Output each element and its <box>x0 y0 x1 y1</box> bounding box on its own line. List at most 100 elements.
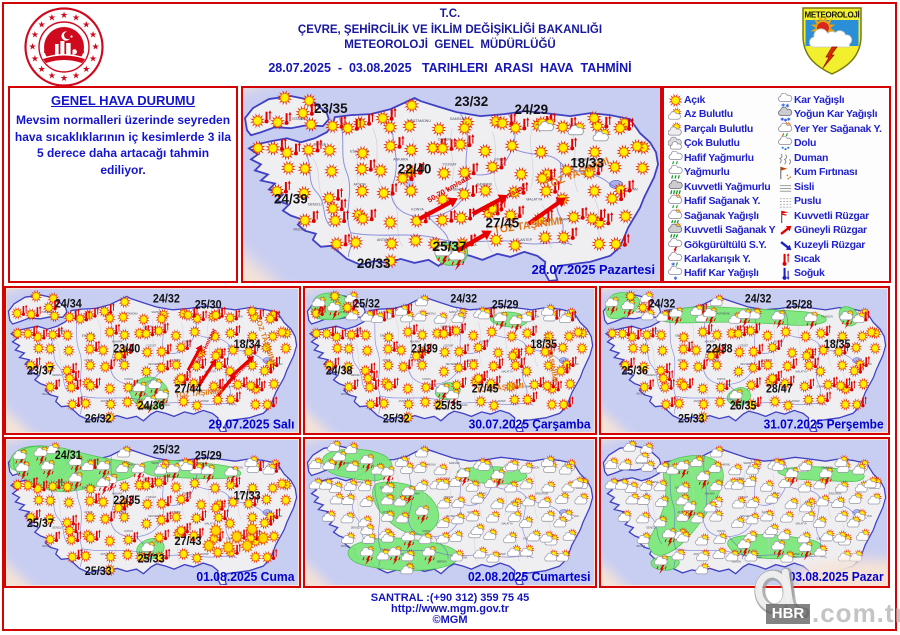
svg-text:MERSIN: MERSIN <box>732 407 742 411</box>
svg-text:AFYON: AFYON <box>678 358 687 362</box>
svg-text:TOZ TAŞINIMI: TOZ TAŞINIMI <box>476 381 524 395</box>
svg-text:SAMSUN: SAMSUN <box>743 461 754 465</box>
svg-text:ADANA: ADANA <box>459 403 468 407</box>
svg-text:KAYSERI: KAYSERI <box>762 358 773 362</box>
svg-text:MALATYA: MALATYA <box>205 369 217 373</box>
svg-text:YOZGAT: YOZGAT <box>444 343 454 347</box>
svg-text:25/29: 25/29 <box>195 450 222 462</box>
svg-text:NEVSEHIR: NEVSEHIR <box>740 362 753 366</box>
svg-text:D.BAKIR: D.BAKIR <box>817 384 827 388</box>
svg-text:ANTALYA: ANTALYA <box>398 399 409 403</box>
svg-text:SIVAS: SIVAS <box>494 157 505 161</box>
svg-text:★: ★ <box>89 54 97 64</box>
svg-text:28.07.2025 Pazartesi: 28.07.2025 Pazartesi <box>532 262 655 277</box>
svg-text:MALATYA: MALATYA <box>502 521 513 525</box>
svg-text:★: ★ <box>72 71 80 81</box>
svg-text:KONYA: KONYA <box>411 208 424 212</box>
svg-text:26/35: 26/35 <box>730 400 756 413</box>
svg-text:24/32: 24/32 <box>649 298 675 311</box>
svg-text:25/33: 25/33 <box>138 553 165 565</box>
svg-text:MALATYA: MALATYA <box>205 521 217 525</box>
svg-text:SAMSUN: SAMSUN <box>449 461 460 465</box>
svg-text:SAMSUN: SAMSUN <box>151 310 162 314</box>
svg-text:SAMSUN: SAMSUN <box>449 310 460 314</box>
svg-text:TRABZON: TRABZON <box>821 466 833 470</box>
svg-text:BURSA: BURSA <box>355 328 364 332</box>
svg-text:VAN: VAN <box>574 362 579 366</box>
svg-text:BURSA: BURSA <box>314 142 327 146</box>
svg-text:YOZGAT: YOZGAT <box>442 162 457 166</box>
svg-text:D.BAKIR: D.BAKIR <box>226 384 236 388</box>
svg-text:DENIZLI: DENIZLI <box>308 203 322 207</box>
svg-text:KAYSERI: KAYSERI <box>477 182 492 186</box>
svg-text:ANKARA: ANKARA <box>112 491 123 495</box>
svg-text:29.07.2025 Salı: 29.07.2025 Salı <box>209 417 295 431</box>
svg-text:23/40: 23/40 <box>113 343 140 355</box>
svg-text:CORUM: CORUM <box>441 476 450 480</box>
svg-text:G.ANTEP: G.ANTEP <box>495 399 506 403</box>
svg-text:MERSIN: MERSIN <box>139 407 149 411</box>
svg-text:23/32: 23/32 <box>455 94 489 109</box>
svg-text:KASTAMONU: KASTAMONU <box>420 463 436 467</box>
svg-text:02.08.2025 Cumartesi: 02.08.2025 Cumartesi <box>468 570 591 585</box>
svg-text:22/40: 22/40 <box>398 161 432 176</box>
svg-text:VAN: VAN <box>867 514 872 518</box>
svg-text:TOZ TAŞINIMI: TOZ TAŞINIMI <box>175 386 223 400</box>
svg-text:ANKARA: ANKARA <box>410 491 420 495</box>
svg-text:AFYON: AFYON <box>84 510 93 514</box>
svg-text:★: ★ <box>89 30 97 40</box>
svg-text:SAMSUN: SAMSUN <box>450 117 466 121</box>
svg-text:24/32: 24/32 <box>153 293 180 305</box>
svg-text:KONYA: KONYA <box>125 377 134 381</box>
svg-text:MUGLA: MUGLA <box>637 392 646 396</box>
svg-text:★: ★ <box>82 64 90 74</box>
svg-text:BURSA: BURSA <box>56 480 65 484</box>
svg-text:MUGLA: MUGLA <box>42 392 51 396</box>
svg-text:TRABZON: TRABZON <box>821 314 833 318</box>
svg-text:ANTALYA: ANTALYA <box>377 238 393 242</box>
svg-text:25/28: 25/28 <box>786 299 812 312</box>
svg-text:MALATYA: MALATYA <box>796 521 807 525</box>
svg-text:KONYA: KONYA <box>422 377 431 381</box>
svg-text:24/32: 24/32 <box>450 293 477 305</box>
svg-text:AFYON: AFYON <box>678 510 687 514</box>
svg-text:27/44: 27/44 <box>175 383 203 395</box>
svg-text:25/32: 25/32 <box>353 298 380 310</box>
svg-text:23/35: 23/35 <box>314 101 348 116</box>
svg-text:G.ANTEP: G.ANTEP <box>516 238 532 242</box>
svg-text:MERSIN: MERSIN <box>437 407 447 411</box>
svg-text:★: ★ <box>38 19 46 29</box>
svg-text:25/30: 25/30 <box>195 299 222 311</box>
svg-text:★: ★ <box>28 42 36 52</box>
svg-text:YOZGAT: YOZGAT <box>444 495 454 499</box>
svg-text:28/47: 28/47 <box>766 383 792 396</box>
svg-text:YOZGAT: YOZGAT <box>146 343 156 347</box>
svg-text:ANKARA: ANKARA <box>410 340 420 344</box>
svg-text:25/37: 25/37 <box>27 517 54 529</box>
svg-text:★: ★ <box>82 19 90 29</box>
svg-text:★: ★ <box>31 54 39 64</box>
svg-text:MUGLA: MUGLA <box>341 544 350 548</box>
svg-text:31.07.2025 Perşembe: 31.07.2025 Perşembe <box>764 417 884 432</box>
svg-text:DENIZLI: DENIZLI <box>351 373 361 377</box>
svg-text:G.ANTEP: G.ANTEP <box>198 552 209 556</box>
svg-text:VAN: VAN <box>277 362 282 366</box>
svg-text:★: ★ <box>48 71 56 81</box>
svg-text:SIVAS: SIVAS <box>182 340 189 344</box>
svg-text:24/29: 24/29 <box>514 102 548 117</box>
svg-text:ADANA: ADANA <box>161 403 170 407</box>
svg-text:24/38: 24/38 <box>326 365 353 377</box>
svg-text:ERZURUM: ERZURUM <box>239 340 251 344</box>
svg-text:03.08.2025 Pazar: 03.08.2025 Pazar <box>789 570 884 585</box>
svg-text:ANKARA: ANKARA <box>705 491 715 495</box>
svg-text:CORUM: CORUM <box>735 476 744 480</box>
svg-text:KASTAMONU: KASTAMONU <box>420 311 436 315</box>
svg-text:KONYA: KONYA <box>717 377 726 381</box>
svg-text:18/35: 18/35 <box>530 338 557 350</box>
svg-text:17/33: 17/33 <box>234 490 261 502</box>
svg-text:★: ★ <box>60 10 68 20</box>
svg-text:18/34: 18/34 <box>234 339 262 351</box>
svg-text:22/35: 22/35 <box>113 495 140 507</box>
svg-text:ANTALYA: ANTALYA <box>694 399 705 403</box>
svg-text:KAYSERI: KAYSERI <box>467 358 478 362</box>
